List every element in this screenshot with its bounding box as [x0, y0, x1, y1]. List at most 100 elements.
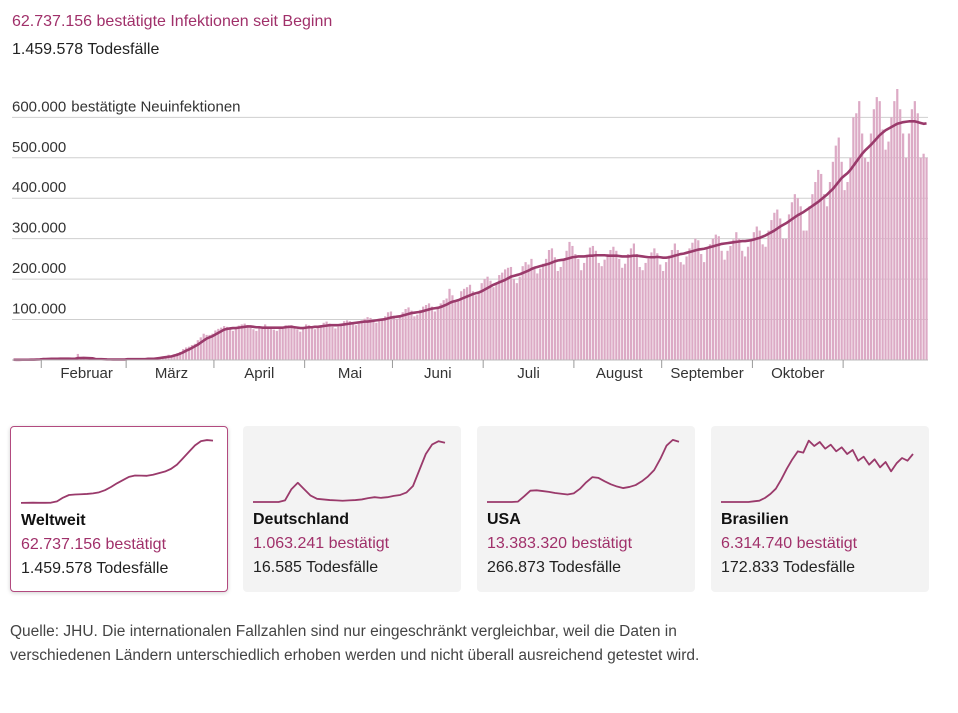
bar [266, 326, 270, 360]
x-tick-label: April [244, 365, 274, 382]
bar [369, 317, 372, 360]
bar [577, 258, 580, 360]
bar [843, 190, 846, 360]
bar [228, 329, 232, 360]
card-deaths: 1.459.578 Todesfälle [21, 560, 169, 577]
bar [635, 254, 638, 360]
sparkline-path [21, 439, 214, 504]
bar [805, 230, 808, 360]
bar [741, 250, 744, 360]
bar [211, 333, 214, 360]
bar [547, 249, 551, 360]
bar [565, 250, 568, 360]
bar [392, 315, 396, 360]
y-tick-label: 400.000 [12, 179, 66, 196]
bar [483, 279, 486, 360]
bar [214, 330, 217, 360]
bar [910, 109, 914, 360]
bar [237, 325, 240, 360]
bar [743, 256, 747, 360]
bar [784, 238, 788, 360]
bar [269, 327, 273, 360]
bar [723, 259, 726, 360]
bar [641, 270, 644, 360]
bar [603, 259, 606, 360]
bar [252, 329, 255, 360]
country-card[interactable]: Deutschland 1.063.241 bestätigt 16.585 Tod… [243, 426, 461, 592]
bar [413, 316, 416, 360]
bar [770, 220, 773, 360]
bar [849, 157, 852, 360]
y-tick-label: 300.000 [12, 220, 66, 237]
bar [328, 323, 331, 360]
bar [176, 353, 179, 360]
bar [363, 318, 366, 360]
bar [623, 263, 627, 360]
bar [316, 327, 319, 360]
bar [419, 309, 422, 360]
bar [527, 264, 530, 360]
bar [398, 316, 401, 360]
bar [758, 230, 761, 360]
bar [477, 292, 480, 360]
bar [410, 310, 413, 360]
bar [293, 328, 296, 360]
bar [243, 323, 246, 360]
bar [679, 262, 682, 360]
bar [825, 206, 829, 360]
bar [711, 238, 715, 360]
source-note: Quelle: JHU. Die internationalen Fallzah… [10, 620, 699, 668]
bar [401, 312, 404, 360]
bar [682, 264, 685, 360]
bar [904, 157, 908, 360]
bar [205, 334, 208, 360]
bar [749, 238, 753, 360]
bar [404, 309, 407, 360]
country-card[interactable]: Weltweit 62.737.156 bestätigt 1.459.578 To… [10, 426, 228, 592]
card-name: USA [487, 511, 521, 528]
bar [817, 169, 820, 360]
bar [594, 250, 597, 360]
bar [465, 287, 469, 360]
bar [430, 306, 434, 360]
bar [916, 113, 919, 360]
bar [258, 328, 261, 360]
bar [193, 343, 197, 360]
bar [378, 321, 381, 360]
bar [439, 303, 442, 360]
bar [474, 295, 477, 360]
bar [732, 239, 735, 360]
card-confirmed: 6.314.740 bestätigt [721, 535, 858, 552]
bar [173, 354, 176, 360]
bar [199, 337, 202, 360]
x-tick-label: September [670, 365, 743, 382]
bar [644, 262, 647, 360]
bar [512, 279, 516, 360]
bar [261, 327, 264, 360]
sparkline [21, 439, 214, 504]
country-card[interactable]: Brasilien 6.314.740 bestätigt 172.833 Tode… [711, 426, 929, 592]
bar [182, 349, 185, 360]
bar [887, 141, 890, 360]
bar [782, 238, 785, 360]
bar [811, 194, 814, 360]
bar [360, 320, 363, 360]
bar [518, 276, 521, 360]
bar [322, 322, 325, 360]
bar [831, 161, 835, 360]
bar [834, 145, 837, 360]
y-tick-label: 100.000 [12, 301, 66, 318]
bar [884, 149, 887, 360]
bar [597, 262, 600, 360]
bar [170, 355, 173, 360]
bar [302, 329, 305, 360]
bar [773, 212, 776, 360]
bar [694, 238, 697, 360]
bar [556, 271, 559, 360]
country-card[interactable]: USA 13.383.320 bestätigt 266.873 Todesfäll… [477, 426, 695, 592]
bar [705, 249, 709, 360]
bar [852, 117, 855, 360]
bar [501, 272, 504, 360]
x-tick-label: Juni [424, 365, 452, 382]
